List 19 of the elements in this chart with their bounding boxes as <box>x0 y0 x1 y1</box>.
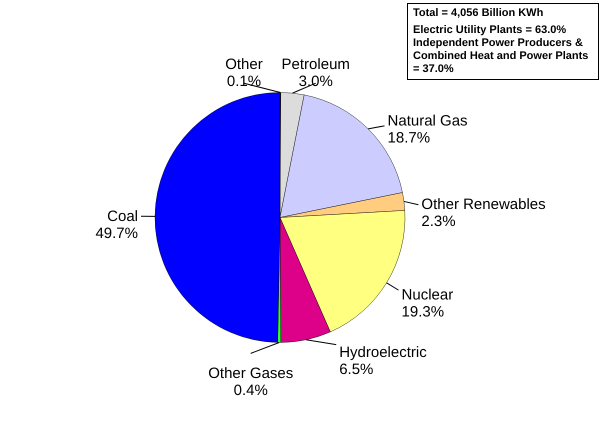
slice-label: Other Gases <box>208 364 294 382</box>
data-label: 0.1% <box>226 72 262 90</box>
data-label: 6.5% <box>339 360 374 378</box>
slice-label: Petroleum <box>282 56 350 73</box>
data-label: 3.0% <box>298 72 333 90</box>
text: Total = 4,056 Billion KWh <box>413 7 544 20</box>
data-label: 49.7% <box>95 225 138 242</box>
slice-label: Natural Gas <box>388 112 468 130</box>
data-label: 19.3% <box>402 303 444 320</box>
data-label: 18.7% <box>388 130 430 147</box>
slice-label: Other <box>225 56 263 73</box>
data-label: 0.4% <box>234 382 268 399</box>
data-label: 2.3% <box>421 213 456 230</box>
slice-label: Hydroelectric <box>339 344 428 361</box>
slice-label: Nuclear <box>402 286 454 304</box>
slice-label: Coal <box>107 208 138 226</box>
text: Independent Power Producers & Combined Heat and Power Plants = 37.0% <box>413 37 590 76</box>
text: Electric Utility Plants = 63.0% <box>413 24 568 37</box>
slice-label: Other Renewables <box>421 196 546 214</box>
